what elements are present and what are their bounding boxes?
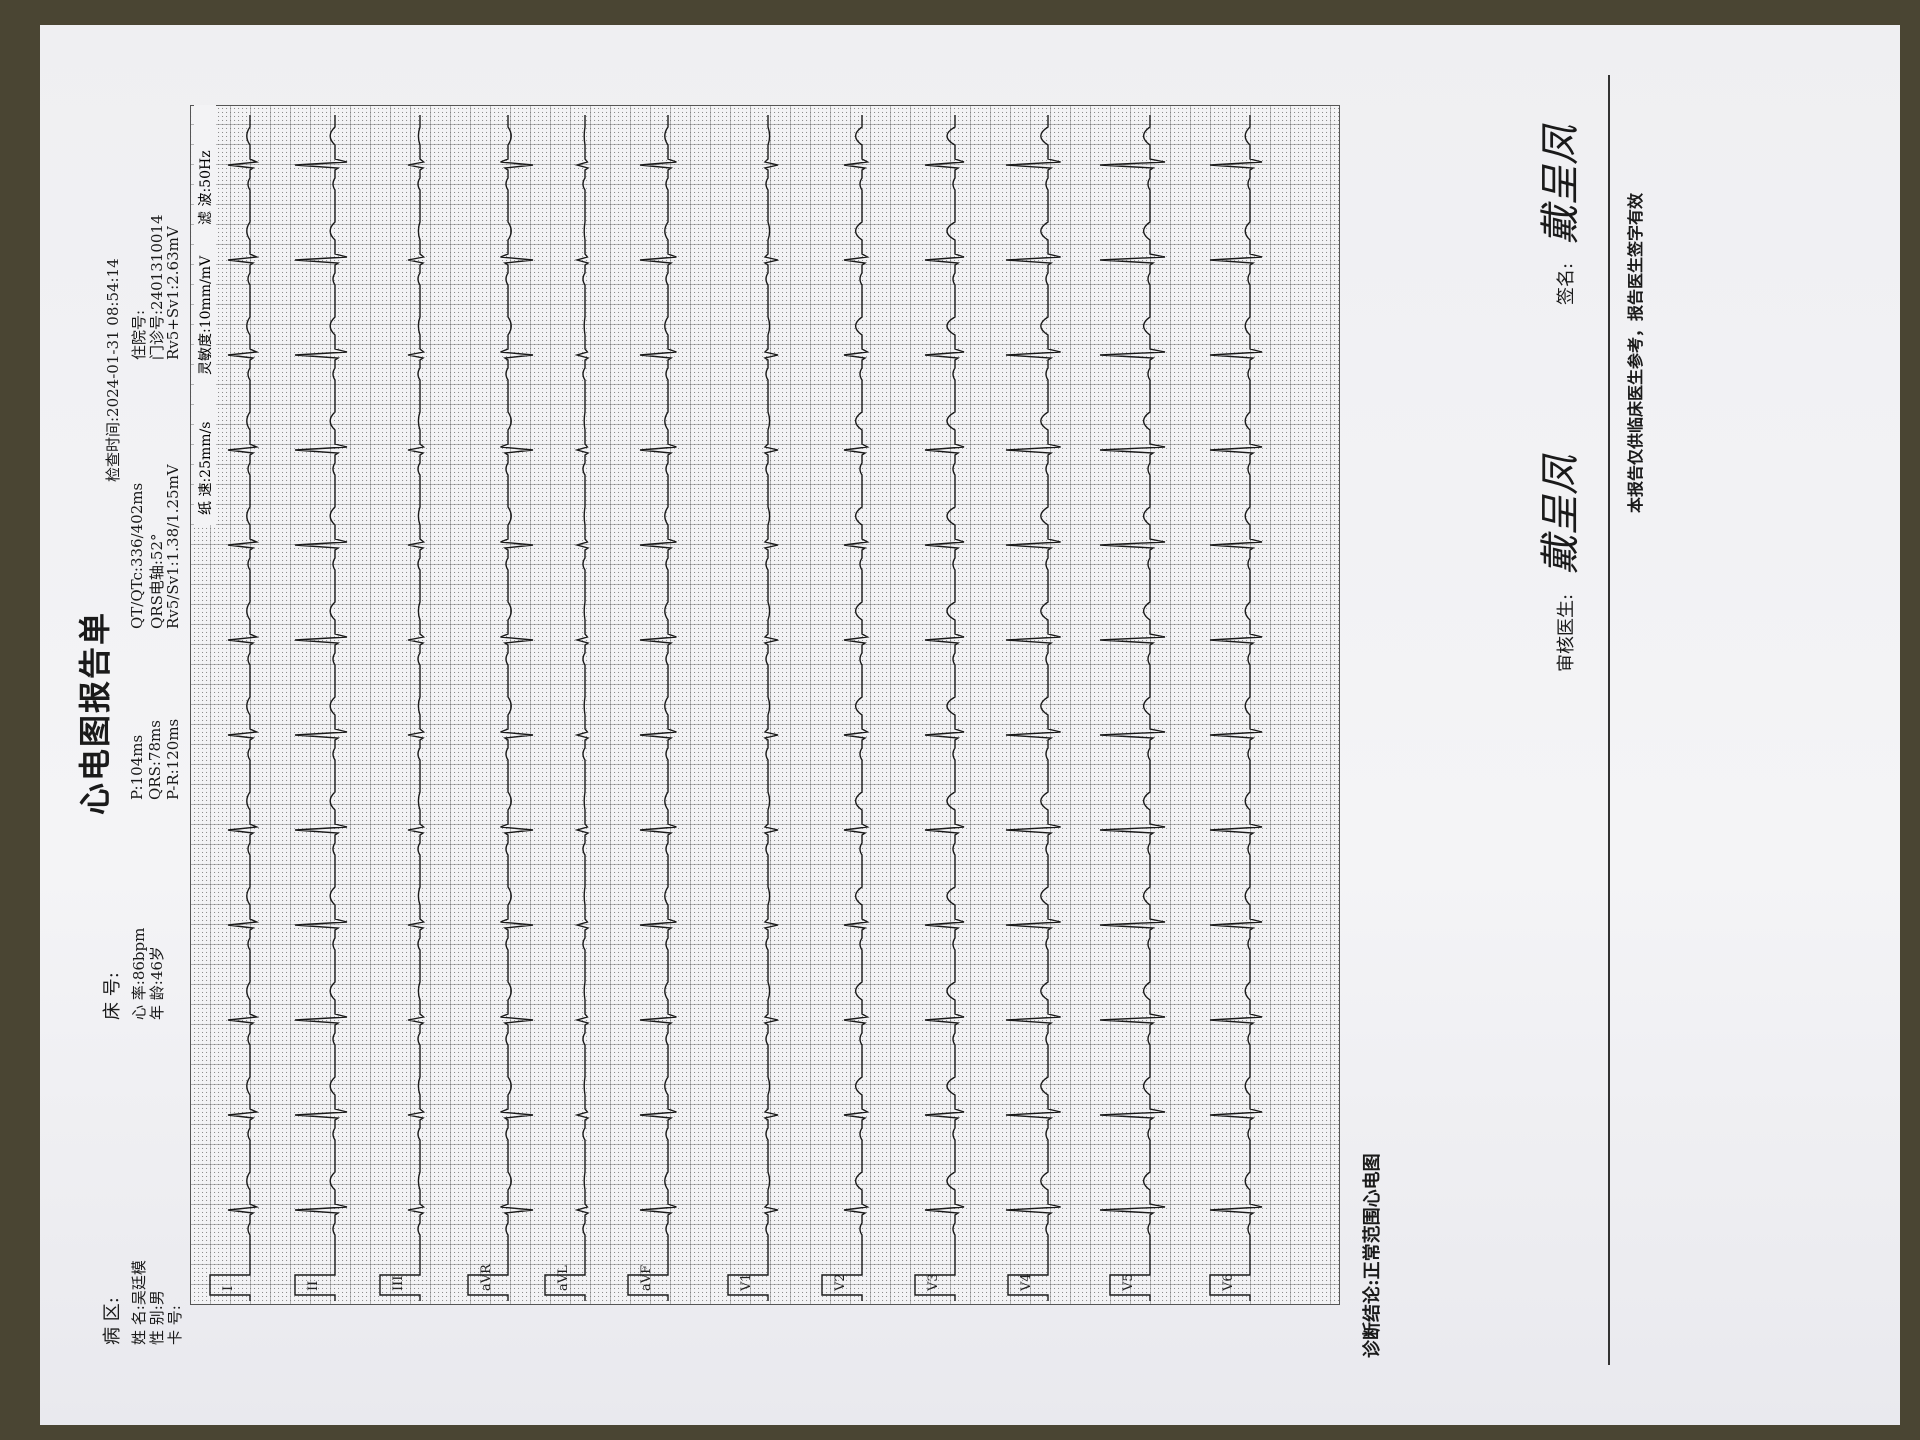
rv5-sv1: Rv5/Sv1:1.38/1.25mV xyxy=(164,464,182,629)
ecg-trace xyxy=(627,115,677,1301)
divider xyxy=(1608,75,1610,1365)
ecg-trace xyxy=(1099,115,1166,1301)
lead-label: aVF xyxy=(639,1265,654,1291)
ecg-trace xyxy=(1209,115,1263,1301)
lead-label: I xyxy=(221,1286,236,1291)
ecg-trace xyxy=(914,115,965,1301)
exam-time: 检查时间:2024-01-31 08:54:14 xyxy=(104,258,122,482)
bed: 床 号: xyxy=(102,972,123,1020)
qt-interval: QT/QTc:336/402ms xyxy=(128,482,146,629)
lead-label: V1 xyxy=(739,1273,754,1292)
pr-interval: P-R:120ms xyxy=(164,718,182,800)
ecg-trace xyxy=(379,115,426,1301)
lead-label: aVL xyxy=(556,1265,571,1291)
paper-speed: 纸 速:25mm/s xyxy=(198,422,214,515)
grid-major xyxy=(190,105,1340,1305)
reviewer-label: 审核医生: xyxy=(1556,593,1577,672)
report-paper: 心电图报告单 病 区: 床 号: 检查时间:2024-01-31 08:54:1… xyxy=(40,25,1900,1425)
lead-label: II xyxy=(306,1281,321,1291)
lead-label: V4 xyxy=(1019,1273,1034,1292)
filter: 滤 波:50Hz xyxy=(198,150,214,225)
ecg-trace xyxy=(821,115,870,1301)
ecg-trace xyxy=(467,115,534,1301)
lead-label: V2 xyxy=(833,1273,848,1292)
disclaimer: 本报告仅供临床医生参考，报告医生签字有效 xyxy=(1626,192,1645,513)
lead-label: III xyxy=(391,1276,406,1291)
report-title: 心电图报告单 xyxy=(76,610,114,815)
patient-card: 卡 号: xyxy=(166,1305,184,1345)
age: 年 龄:46岁 xyxy=(148,946,166,1020)
doctor-signature: 戴呈凤 xyxy=(1538,125,1584,245)
lead-label: V3 xyxy=(926,1273,941,1292)
p-duration: P:104ms xyxy=(128,734,146,800)
signature-label: 签名: xyxy=(1556,262,1577,305)
lead-label: V5 xyxy=(1121,1273,1136,1292)
ecg-trace xyxy=(727,115,779,1301)
ecg-trace xyxy=(294,115,348,1301)
settings-bg xyxy=(194,105,216,525)
ecg-grid: 纸 速:25mm/s 灵敏度:10mm/mV 滤 波:50Hz I II III aV… xyxy=(190,105,1340,1305)
ecg-trace xyxy=(544,115,590,1301)
sensitivity: 灵敏度:10mm/mV xyxy=(198,255,214,375)
ward: 病 区: xyxy=(102,1297,123,1345)
qrs-duration: QRS:78ms xyxy=(146,720,164,800)
ecg-trace xyxy=(1005,115,1061,1301)
diagnosis: 诊断结论:正常范围心电图 xyxy=(1362,1153,1383,1358)
lead-label: aVR xyxy=(479,1263,494,1291)
ecg-trace xyxy=(209,115,260,1301)
rv5-plus-sv1: Rv5+Sv1:2.63mV xyxy=(164,226,182,360)
reviewer-signature: 戴呈凤 xyxy=(1538,455,1584,575)
lead-label: V6 xyxy=(1221,1273,1236,1292)
